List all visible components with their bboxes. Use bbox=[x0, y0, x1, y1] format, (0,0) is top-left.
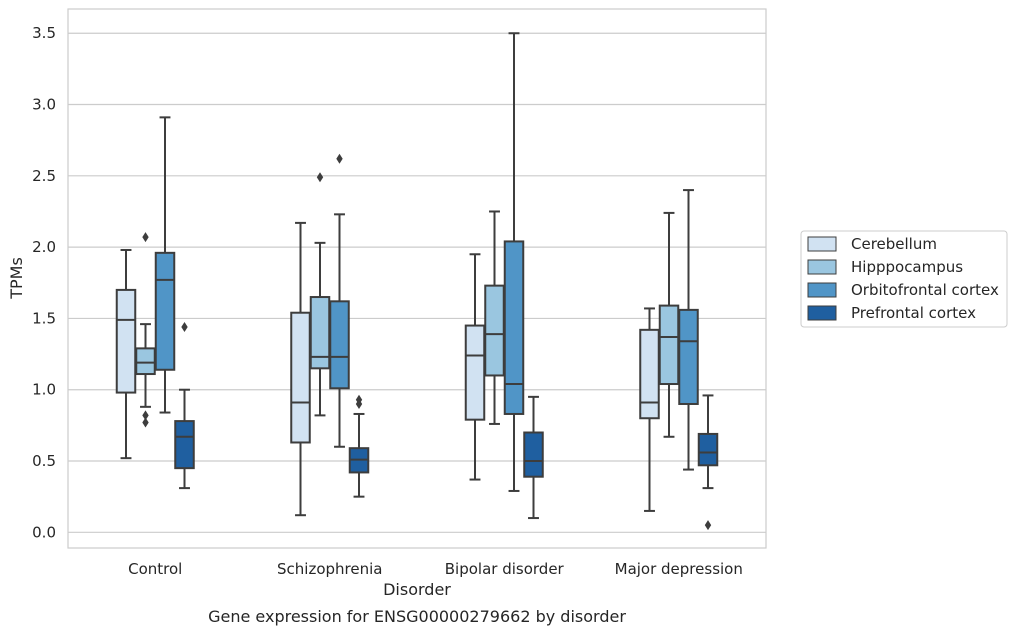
box-body bbox=[135, 347, 156, 376]
legend-label: Cerebellum bbox=[851, 235, 937, 253]
box bbox=[174, 321, 195, 490]
outlier-point bbox=[355, 398, 363, 409]
box bbox=[503, 32, 525, 492]
outlier-point bbox=[181, 321, 188, 332]
legend-swatch bbox=[807, 259, 837, 275]
chart-caption: Gene expression for ENSG00000279662 by d… bbox=[208, 607, 626, 626]
outlier-point bbox=[704, 520, 712, 531]
y-tick-label: 0.0 bbox=[32, 523, 56, 541]
box bbox=[523, 395, 544, 520]
outlier-point bbox=[142, 417, 149, 428]
y-tick-label: 3.5 bbox=[32, 24, 56, 42]
legend: Cerebellum Hipppocampus Orbitofrontal cort… bbox=[800, 230, 1008, 328]
legend-swatch bbox=[807, 236, 837, 252]
x-tick-label: Schizophrenia bbox=[277, 560, 382, 578]
box bbox=[115, 248, 137, 460]
y-axis-label: TPMs bbox=[7, 257, 26, 300]
legend-label: Prefrontal cortex bbox=[851, 304, 976, 322]
box-body bbox=[639, 328, 660, 420]
y-tick-label: 2.5 bbox=[32, 167, 56, 185]
legend-label: Hipppocampus bbox=[851, 258, 963, 276]
y-tick-label: 2.0 bbox=[32, 238, 56, 256]
y-tick-label: 1.5 bbox=[32, 309, 56, 327]
y-tick-label: 0.5 bbox=[32, 452, 56, 470]
box-body bbox=[115, 288, 137, 394]
box bbox=[329, 153, 350, 448]
legend-swatch bbox=[807, 305, 837, 321]
outlier-point bbox=[142, 232, 149, 243]
box-body bbox=[658, 304, 680, 386]
legend-label: Orbitofrontal cortex bbox=[851, 281, 999, 299]
box-body bbox=[464, 324, 486, 421]
x-tick-label: Control bbox=[128, 560, 182, 578]
box bbox=[348, 394, 370, 498]
box bbox=[658, 211, 680, 438]
box bbox=[678, 189, 699, 471]
box-body bbox=[329, 300, 350, 390]
legend-swatch bbox=[807, 282, 837, 298]
box bbox=[309, 172, 331, 417]
x-tick-label: Bipolar disorder bbox=[445, 560, 565, 578]
x-axis-label: Disorder bbox=[383, 580, 451, 599]
box-body bbox=[484, 284, 505, 377]
plot-area-frame bbox=[67, 8, 767, 549]
x-axis-ticks: Control Schizophrenia Bipolar disorder Majo… bbox=[128, 560, 743, 578]
box bbox=[154, 116, 176, 414]
x-tick-label: Major depression bbox=[615, 560, 743, 578]
legend-frame bbox=[800, 230, 1008, 328]
box bbox=[697, 394, 719, 531]
box bbox=[290, 221, 311, 517]
box bbox=[135, 232, 156, 428]
y-tick-label: 1.0 bbox=[32, 381, 56, 399]
box bbox=[464, 253, 486, 481]
box bbox=[484, 210, 505, 425]
box-body bbox=[697, 432, 719, 467]
outlier-point bbox=[336, 153, 343, 164]
y-tick-label: 3.0 bbox=[32, 96, 56, 114]
boxes bbox=[115, 32, 719, 531]
outlier-point bbox=[142, 410, 149, 421]
box-body bbox=[174, 420, 195, 470]
outlier-point bbox=[316, 172, 324, 183]
box-body bbox=[678, 308, 699, 405]
box bbox=[639, 307, 660, 512]
box-body bbox=[523, 431, 544, 478]
box-body bbox=[154, 251, 176, 371]
box-body bbox=[503, 240, 525, 415]
y-axis-ticks: 0.0 0.5 1.0 1.5 2.0 2.5 3.0 3.5 bbox=[32, 24, 56, 541]
box-body bbox=[290, 311, 311, 444]
